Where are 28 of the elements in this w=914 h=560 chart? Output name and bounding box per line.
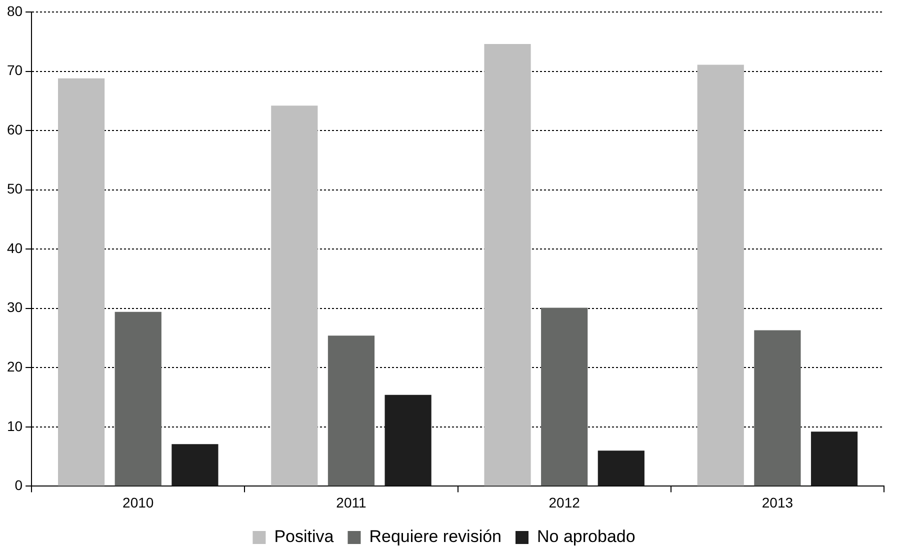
x-tick-label: 2010: [122, 494, 154, 510]
y-tick-label: 50: [6, 180, 23, 197]
bar: [114, 312, 162, 486]
legend-label: Requiere revisión: [369, 527, 502, 546]
y-tick-label: 70: [6, 62, 23, 78]
legend-label: No aprobado: [537, 527, 636, 546]
y-tick-label: 80: [6, 2, 23, 19]
y-tick-label: 60: [6, 121, 23, 138]
bar: [754, 330, 801, 486]
bar: [58, 78, 105, 486]
y-tick-label: 10: [6, 418, 23, 434]
y-tick-label: 0: [14, 477, 23, 494]
bar: [484, 44, 531, 486]
y-tick-label: 30: [6, 299, 23, 316]
bar: [697, 64, 744, 486]
x-tick-label: 2013: [762, 494, 794, 510]
bar: [271, 106, 318, 486]
x-tick-label: 2011: [336, 494, 366, 510]
bar: [598, 450, 644, 486]
bar: [384, 394, 432, 486]
y-tick-label: 40: [6, 240, 23, 256]
bar: [172, 444, 218, 486]
bar: [810, 432, 858, 486]
legend-label: Positiva: [274, 527, 334, 546]
bar: [328, 336, 375, 486]
y-tick-label: 20: [6, 358, 23, 375]
bar: [541, 308, 588, 486]
x-tick-label: 2012: [548, 494, 580, 510]
